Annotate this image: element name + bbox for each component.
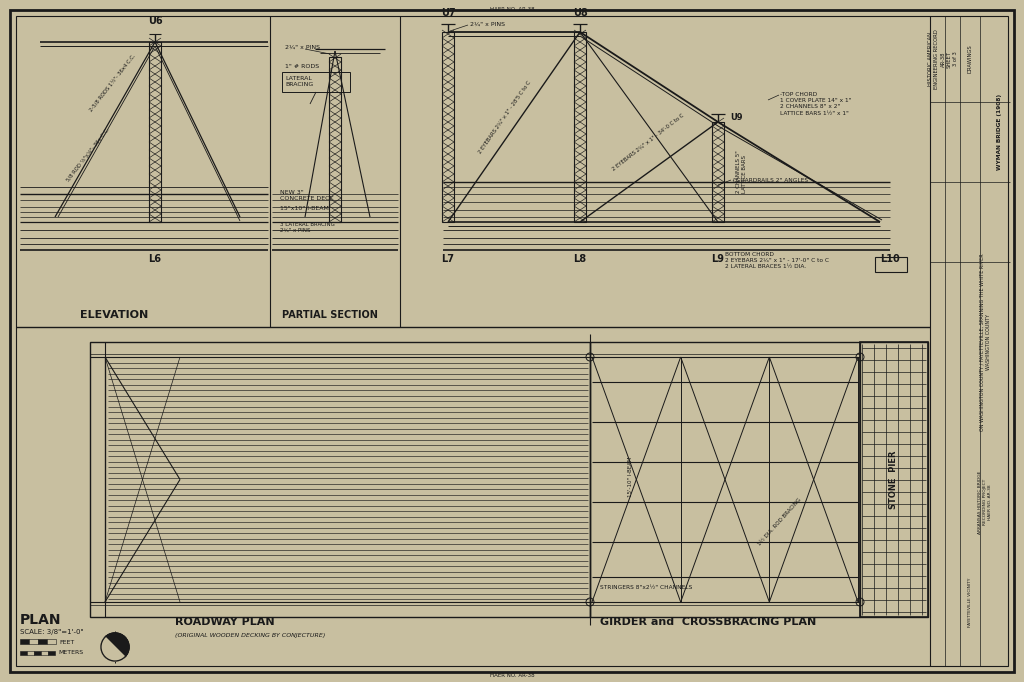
Text: HAER NO. AR-38: HAER NO. AR-38 (489, 7, 535, 12)
Text: PARTIAL SECTION: PARTIAL SECTION (282, 310, 378, 320)
Text: U7: U7 (440, 8, 456, 18)
Bar (41, 651, 48, 655)
Text: 2-5/8 RODS 1½"- 36x4 C.C.: 2-5/8 RODS 1½"- 36x4 C.C. (88, 53, 136, 112)
Bar (712, 122, 724, 222)
Text: GIRDER and  CROSSBRACING PLAN: GIRDER and CROSSBRACING PLAN (600, 617, 816, 627)
Text: 2 CHANNELS 5"
LATTICE BARS: 2 CHANNELS 5" LATTICE BARS (736, 151, 746, 194)
Text: U6: U6 (147, 16, 163, 26)
Text: ROADWAY PLAN: ROADWAY PLAN (175, 617, 274, 627)
Bar (48, 651, 55, 655)
Bar (27, 651, 34, 655)
Text: FEET: FEET (59, 640, 75, 644)
Bar (874, 257, 907, 272)
Text: U8: U8 (572, 8, 588, 18)
Text: BOTTOM CHORD
2 EYEBARS 2¼" x 1" - 17'-0" C to C
2 LATERAL BRACES 1½ DIA.: BOTTOM CHORD 2 EYEBARS 2¼" x 1" - 17'-0"… (725, 252, 829, 269)
Text: STONE  PIER: STONE PIER (890, 450, 898, 509)
Text: DRAWINGS: DRAWINGS (968, 44, 973, 74)
Bar (442, 32, 454, 222)
Text: ARKANSAS HISTORIC BRIDGE
RECORDING PROJECT
HAER NO. AR-38: ARKANSAS HISTORIC BRIDGE RECORDING PROJE… (978, 471, 992, 534)
Text: LATERAL
BRACING: LATERAL BRACING (285, 76, 313, 87)
Text: (ORIGINAL WOODEN DECKING BY CONJECTURE): (ORIGINAL WOODEN DECKING BY CONJECTURE) (175, 633, 326, 638)
Bar (574, 32, 586, 222)
Text: FAYETTEVILLE VICINITY: FAYETTEVILLE VICINITY (968, 577, 972, 627)
Bar (860, 342, 928, 617)
Bar (150, 42, 161, 222)
Text: 1½ DIA. ROD BRACING: 1½ DIA. ROD BRACING (758, 497, 803, 547)
Bar (29, 639, 38, 644)
Text: 2¼" x PINS: 2¼" x PINS (470, 22, 505, 27)
Bar (282, 72, 350, 92)
Text: 2 EYEBARS 2¼" x 1" - 34'-0 C to C: 2 EYEBARS 2¼" x 1" - 34'-0 C to C (611, 113, 685, 171)
Text: NEW 3"
CONCRETE DECK: NEW 3" CONCRETE DECK (280, 190, 334, 201)
Text: PLAN: PLAN (20, 613, 61, 627)
Bar (329, 57, 341, 222)
Text: L9: L9 (712, 254, 725, 264)
Text: L8: L8 (573, 254, 587, 264)
Bar (860, 342, 928, 617)
Bar (590, 342, 860, 617)
Text: SCALE: 3/8"=1'-0": SCALE: 3/8"=1'-0" (20, 629, 84, 635)
Bar (47, 639, 56, 644)
Text: L7: L7 (441, 254, 455, 264)
Text: HAER NO. AR-38: HAER NO. AR-38 (489, 673, 535, 678)
Text: 2 EYEBARS 2¼" x 1" - 28'5 C to C: 2 EYEBARS 2¼" x 1" - 28'5 C to C (478, 80, 532, 154)
Text: WYMAN BRIDGE (1908): WYMAN BRIDGE (1908) (997, 94, 1002, 170)
Text: 15"x10" I-BEAM: 15"x10" I-BEAM (280, 206, 329, 211)
Wedge shape (101, 637, 125, 661)
Bar (34, 651, 41, 655)
Bar (90, 342, 590, 617)
Text: 2¼" x PINS: 2¼" x PINS (285, 44, 319, 50)
Text: SHEET
3 of 3: SHEET 3 of 3 (946, 50, 957, 68)
Text: 3 LATERAL BRACING
2¾" x PINS: 3 LATERAL BRACING 2¾" x PINS (280, 222, 335, 233)
Text: ELEVATION: ELEVATION (80, 310, 148, 320)
Text: -TOP CHORD
1 COVER PLATE 14" x 1"
2 CHANNELS 8" x 2"
LATTICE BARS 1½" x 1": -TOP CHORD 1 COVER PLATE 14" x 1" 2 CHAN… (780, 92, 852, 116)
Text: 1" # RODS: 1" # RODS (285, 65, 319, 70)
Text: 5/8 ROD ⅞"x⅛"- 36x C.C.: 5/8 ROD ⅞"x⅛"- 36x C.C. (65, 126, 110, 182)
Bar (20, 651, 27, 655)
Text: HISTORIC AMERICAN
ENGINEERING RECORD
AR-38: HISTORIC AMERICAN ENGINEERING RECORD AR-… (928, 29, 946, 89)
Wedge shape (105, 633, 129, 657)
Text: U9: U9 (730, 113, 742, 123)
Text: 15'-10" I-BEAM: 15'-10" I-BEAM (628, 457, 633, 497)
Bar (20, 639, 29, 644)
Text: STRINGERS 8"x2½" CHANNELS: STRINGERS 8"x2½" CHANNELS (600, 585, 692, 590)
Text: METERS: METERS (58, 651, 83, 655)
Bar (38, 639, 47, 644)
Text: L10: L10 (880, 254, 900, 264)
Text: {GUARDRAILS 2" ANGLES: {GUARDRAILS 2" ANGLES (732, 177, 808, 183)
Text: ON WASHINGTON COUNTY / FAYETTEVILLE, SPANNING THE WHITE RIVER
WASHINGTON COUNTY: ON WASHINGTON COUNTY / FAYETTEVILLE, SPA… (979, 253, 991, 431)
Text: L6: L6 (148, 254, 162, 264)
